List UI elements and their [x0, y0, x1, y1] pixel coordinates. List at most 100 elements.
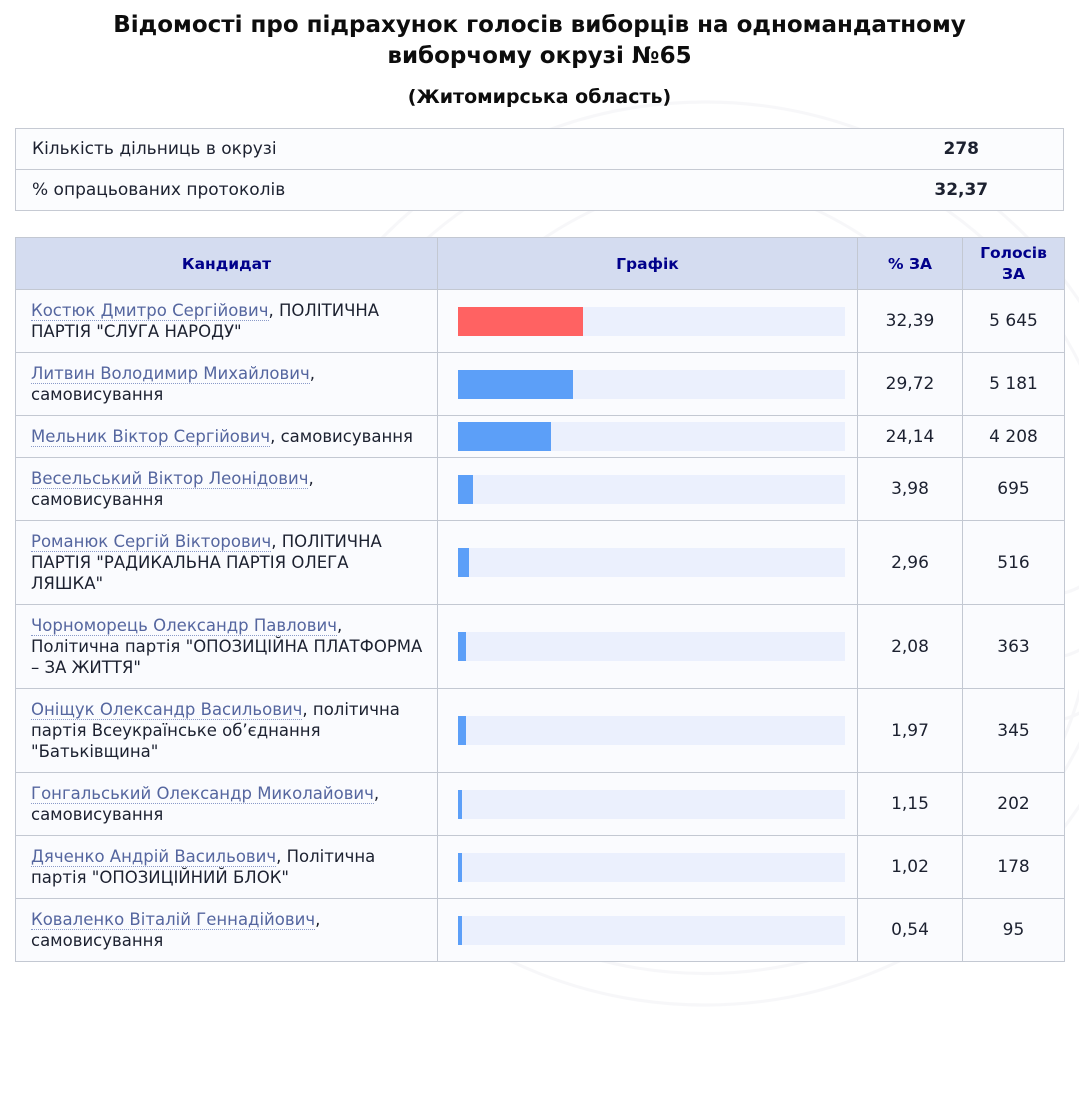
- candidate-cell: Коваленко Віталій Геннадійович, самовису…: [16, 899, 438, 962]
- candidate-cell: Костюк Дмитро Сергійович, ПОЛІТИЧНА ПАРТ…: [16, 290, 438, 353]
- candidate-cell: Чорноморець Олександр Павлович, Політичн…: [16, 605, 438, 689]
- votes-value: 178: [963, 836, 1065, 899]
- chart-cell: [438, 353, 858, 416]
- results-header-row: Кандидат Графік % ЗА Голосів ЗА: [16, 238, 1065, 290]
- candidate-cell: Романюк Сергій Вікторович, ПОЛІТИЧНА ПАР…: [16, 521, 438, 605]
- title-block: Відомості про підрахунок голосів виборці…: [0, 0, 1079, 108]
- summary-row-protocols: % опрацьованих протоколів 32,37: [16, 170, 1064, 211]
- percent-value: 2,96: [858, 521, 963, 605]
- header-candidate: Кандидат: [16, 238, 438, 290]
- summary-value-precincts: 278: [860, 129, 1064, 170]
- results-table: Кандидат Графік % ЗА Голосів ЗА Костюк Д…: [15, 237, 1065, 962]
- candidate-link[interactable]: Гонгальський Олександр Миколайович: [31, 784, 374, 804]
- candidate-link[interactable]: Коваленко Віталій Геннадійович: [31, 910, 315, 930]
- vote-bar-track: [458, 475, 845, 504]
- vote-bar-track: [458, 916, 845, 945]
- vote-bar: [458, 422, 551, 451]
- summary-value-protocols: 32,37: [860, 170, 1064, 211]
- vote-bar: [458, 790, 462, 819]
- candidate-cell: Литвин Володимир Михайлович, самовисуван…: [16, 353, 438, 416]
- candidate-row: Дяченко Андрій Васильович, Політична пар…: [16, 836, 1065, 899]
- header-percent: % ЗА: [858, 238, 963, 290]
- candidate-row: Весельський Віктор Леонідович, самовисув…: [16, 458, 1065, 521]
- percent-value: 1,02: [858, 836, 963, 899]
- vote-bar-track: [458, 716, 845, 745]
- summary-row-precincts: Кількість дільниць в окрузі 278: [16, 129, 1064, 170]
- chart-cell: [438, 689, 858, 773]
- candidate-party: Політична партія "ОПОЗИЦІЙНА ПЛАТФОРМА –…: [31, 637, 422, 677]
- candidate-link[interactable]: Дяченко Андрій Васильович: [31, 847, 276, 867]
- votes-value: 202: [963, 773, 1065, 836]
- vote-bar: [458, 853, 462, 882]
- candidate-party: самовисування: [31, 385, 163, 404]
- candidate-link[interactable]: Литвин Володимир Михайлович: [31, 364, 310, 384]
- candidate-row: Мельник Віктор Сергійович, самовисування…: [16, 416, 1065, 458]
- percent-value: 24,14: [858, 416, 963, 458]
- vote-bar-track: [458, 307, 845, 336]
- candidate-link[interactable]: Оніщук Олександр Васильович: [31, 700, 302, 720]
- header-votes: Голосів ЗА: [963, 238, 1065, 290]
- candidate-party: самовисування: [31, 490, 163, 509]
- candidate-party: самовисування: [31, 805, 163, 824]
- votes-value: 95: [963, 899, 1065, 962]
- percent-value: 1,97: [858, 689, 963, 773]
- page-subtitle: (Житомирська область): [60, 86, 1019, 108]
- summary-label-precincts: Кількість дільниць в окрузі: [16, 129, 860, 170]
- chart-cell: [438, 605, 858, 689]
- votes-value: 516: [963, 521, 1065, 605]
- percent-value: 29,72: [858, 353, 963, 416]
- votes-value: 5 645: [963, 290, 1065, 353]
- candidate-row: Литвин Володимир Михайлович, самовисуван…: [16, 353, 1065, 416]
- votes-value: 695: [963, 458, 1065, 521]
- candidate-row: Коваленко Віталій Геннадійович, самовису…: [16, 899, 1065, 962]
- vote-bar: [458, 632, 466, 661]
- percent-value: 32,39: [858, 290, 963, 353]
- vote-bar: [458, 716, 466, 745]
- percent-value: 2,08: [858, 605, 963, 689]
- vote-bar-track: [458, 422, 845, 451]
- candidate-cell: Гонгальський Олександр Миколайович, само…: [16, 773, 438, 836]
- chart-cell: [438, 290, 858, 353]
- candidate-cell: Дяченко Андрій Васильович, Політична пар…: [16, 836, 438, 899]
- candidate-cell: Мельник Віктор Сергійович, самовисування: [16, 416, 438, 458]
- vote-bar: [458, 307, 583, 336]
- candidate-party: самовисування: [281, 427, 413, 446]
- chart-cell: [438, 836, 858, 899]
- chart-cell: [438, 773, 858, 836]
- vote-bar: [458, 548, 469, 577]
- candidate-link[interactable]: Костюк Дмитро Сергійович: [31, 301, 269, 321]
- vote-bar-track: [458, 632, 845, 661]
- vote-bar: [458, 916, 462, 945]
- summary-table: Кількість дільниць в окрузі 278 % опраць…: [15, 128, 1064, 211]
- summary-label-protocols: % опрацьованих протоколів: [16, 170, 860, 211]
- candidate-party: самовисування: [31, 931, 163, 950]
- chart-cell: [438, 416, 858, 458]
- header-chart: Графік: [438, 238, 858, 290]
- chart-cell: [438, 899, 858, 962]
- percent-value: 0,54: [858, 899, 963, 962]
- candidate-cell: Весельський Віктор Леонідович, самовисув…: [16, 458, 438, 521]
- candidate-row: Гонгальський Олександр Миколайович, само…: [16, 773, 1065, 836]
- percent-value: 3,98: [858, 458, 963, 521]
- candidate-link[interactable]: Романюк Сергій Вікторович: [31, 532, 271, 552]
- candidate-row: Оніщук Олександр Васильович, політична п…: [16, 689, 1065, 773]
- page-title: Відомості про підрахунок голосів виборці…: [60, 10, 1019, 72]
- candidate-cell: Оніщук Олександр Васильович, політична п…: [16, 689, 438, 773]
- vote-bar-track: [458, 370, 845, 399]
- candidate-link[interactable]: Чорноморець Олександр Павлович: [31, 616, 337, 636]
- vote-bar-track: [458, 790, 845, 819]
- candidate-link[interactable]: Мельник Віктор Сергійович: [31, 427, 270, 447]
- votes-value: 4 208: [963, 416, 1065, 458]
- chart-cell: [438, 521, 858, 605]
- votes-value: 5 181: [963, 353, 1065, 416]
- percent-value: 1,15: [858, 773, 963, 836]
- vote-bar: [458, 370, 573, 399]
- vote-bar-track: [458, 548, 845, 577]
- candidate-row: Костюк Дмитро Сергійович, ПОЛІТИЧНА ПАРТ…: [16, 290, 1065, 353]
- votes-value: 345: [963, 689, 1065, 773]
- vote-bar: [458, 475, 473, 504]
- candidate-link[interactable]: Весельський Віктор Леонідович: [31, 469, 308, 489]
- chart-cell: [438, 458, 858, 521]
- votes-value: 363: [963, 605, 1065, 689]
- candidate-row: Чорноморець Олександр Павлович, Політичн…: [16, 605, 1065, 689]
